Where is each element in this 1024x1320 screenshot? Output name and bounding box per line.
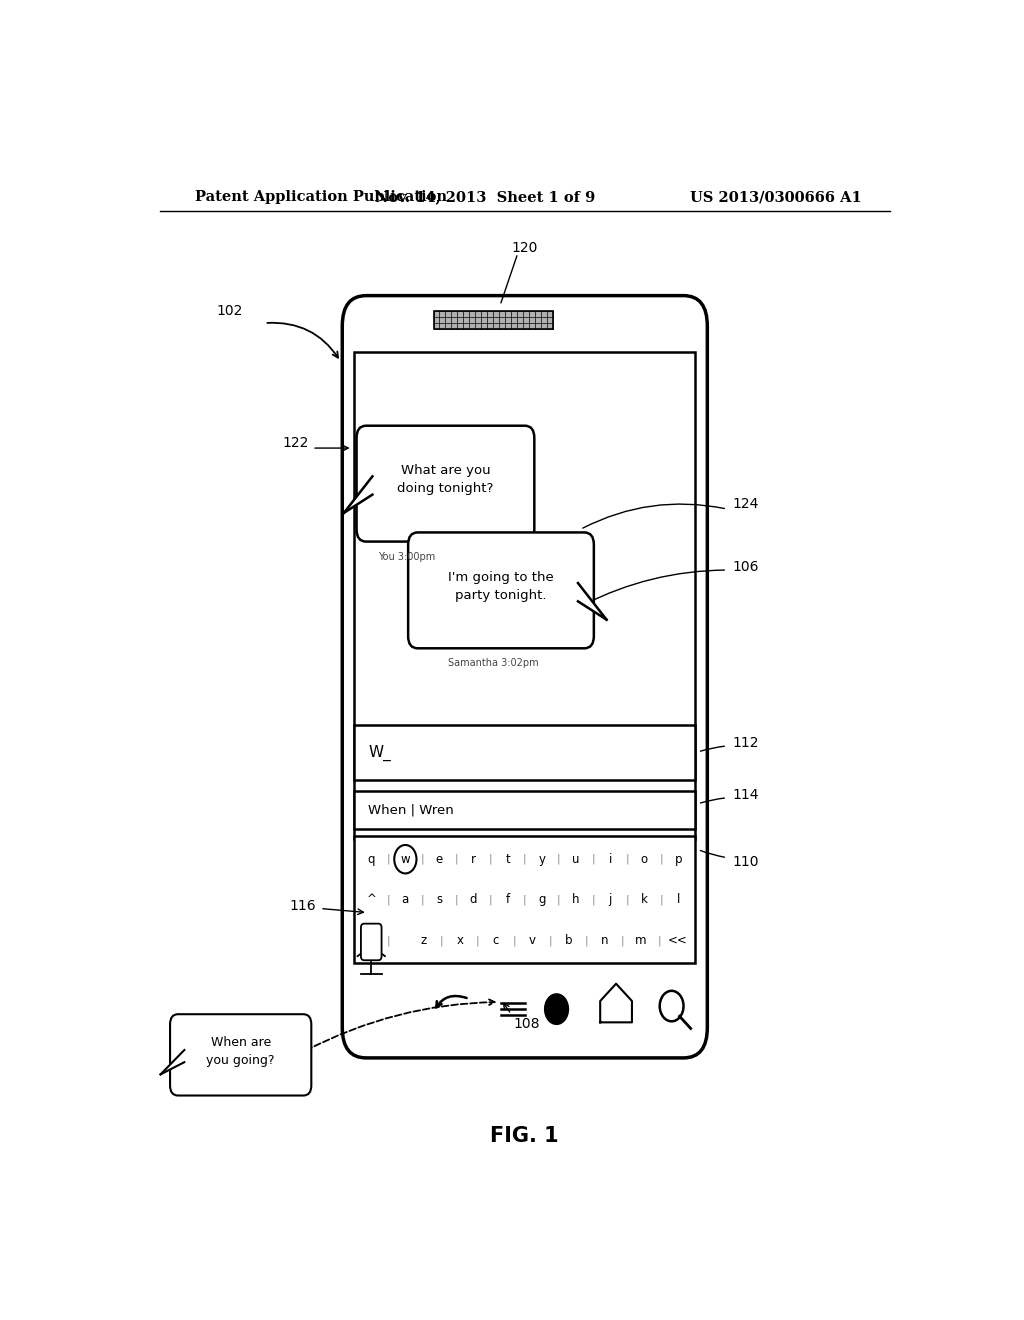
Text: |: | [455,895,459,906]
Text: 102: 102 [216,304,243,318]
Text: |: | [557,895,561,906]
Text: When | Wren: When | Wren [369,804,455,816]
Text: o: o [641,853,648,866]
Text: y: y [539,853,546,866]
Text: p: p [675,853,682,866]
Text: |: | [523,895,526,906]
Text: <<: << [668,935,687,946]
Text: |: | [557,854,561,865]
Bar [433,312,553,329]
Text: |: | [549,936,552,945]
Text: r: r [471,853,476,866]
Text: 124: 124 [733,496,759,511]
Text: |: | [585,936,589,945]
Text: ^: ^ [367,894,376,907]
Text: b: b [565,935,572,946]
Text: |: | [512,936,516,945]
Text: u: u [572,853,580,866]
Text: h: h [572,894,580,907]
Text: d: d [470,894,477,907]
Text: |: | [659,895,664,906]
Text: Patent Application Publication: Patent Application Publication [196,190,447,205]
FancyBboxPatch shape [356,426,535,541]
Text: |: | [659,854,664,865]
Bar [354,837,695,964]
Text: 106: 106 [733,560,759,574]
FancyBboxPatch shape [409,532,594,648]
Bar [354,351,695,840]
Text: a: a [401,894,409,907]
Text: |: | [421,854,424,865]
Text: w: w [400,853,411,866]
Text: |: | [421,895,424,906]
Text: What are you
doing tonight?: What are you doing tonight? [397,465,494,495]
Text: l: l [677,894,680,907]
Text: |: | [440,936,443,945]
Text: x: x [457,935,463,946]
Text: |: | [622,936,625,945]
Text: z: z [421,935,427,946]
Text: W_: W_ [369,744,391,760]
Text: When are
you going?: When are you going? [207,1036,274,1068]
Text: |: | [657,936,660,945]
Text: 122: 122 [283,436,309,450]
Text: I'm going to the
party tonight.: I'm going to the party tonight. [449,570,554,602]
Text: e: e [436,853,443,866]
Text: t: t [506,853,510,866]
Text: |: | [591,854,595,865]
Polygon shape [578,583,606,619]
Text: Nov. 14, 2013  Sheet 1 of 9: Nov. 14, 2013 Sheet 1 of 9 [375,190,595,205]
Text: |: | [523,854,526,865]
Text: 114: 114 [733,788,759,801]
Text: |: | [626,854,629,865]
Polygon shape [161,1049,184,1074]
Text: |: | [476,936,479,945]
FancyBboxPatch shape [342,296,708,1057]
Text: i: i [608,853,611,866]
Text: 120: 120 [512,240,538,255]
Text: n: n [601,935,608,946]
Text: v: v [528,935,536,946]
Text: |: | [455,854,459,865]
FancyBboxPatch shape [170,1014,311,1096]
Text: q: q [368,853,375,866]
Text: c: c [493,935,499,946]
Text: f: f [506,894,510,907]
FancyBboxPatch shape [360,924,382,960]
Text: 116: 116 [290,899,316,913]
Text: |: | [386,895,390,906]
Text: Samantha 3:02pm: Samantha 3:02pm [447,659,539,668]
Text: |: | [488,895,493,906]
Text: s: s [436,894,442,907]
Bar [354,725,695,780]
Text: j: j [608,894,611,907]
Text: m: m [635,935,647,946]
Text: |: | [626,895,629,906]
Text: k: k [641,894,647,907]
Text: 112: 112 [733,735,759,750]
Text: US 2013/0300666 A1: US 2013/0300666 A1 [690,190,862,205]
Text: |: | [488,854,493,865]
Text: You 3:00pm: You 3:00pm [378,552,435,562]
Polygon shape [344,477,373,513]
Circle shape [545,994,568,1024]
Text: g: g [539,894,546,907]
Bar [354,791,695,829]
Text: 108: 108 [514,1018,541,1031]
Text: FIG. 1: FIG. 1 [490,1126,559,1146]
Text: 110: 110 [733,855,759,869]
Text: |: | [386,854,390,865]
Text: |: | [386,936,390,945]
Text: |: | [591,895,595,906]
